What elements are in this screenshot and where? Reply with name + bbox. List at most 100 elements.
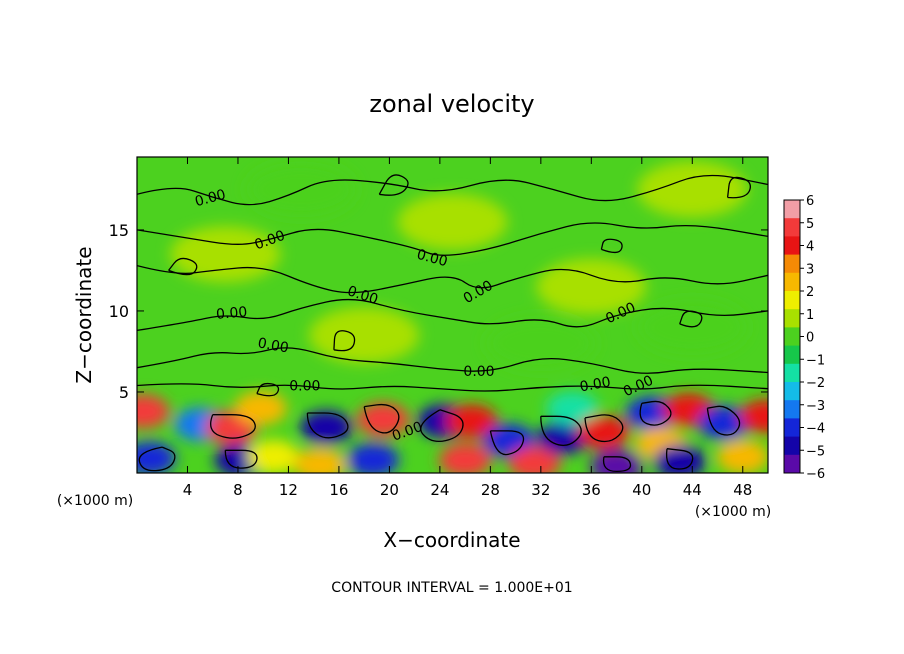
x-tick-label-10: 44 [683, 481, 702, 499]
contour-line-9 [363, 403, 400, 434]
x-tick-label-11: 48 [733, 481, 752, 499]
colorbar-swatch-8 [784, 345, 800, 365]
field-feature-15 [508, 446, 561, 473]
x-tick-label-2: 12 [279, 481, 298, 499]
contour-label-9: 0.00 [463, 364, 494, 380]
colorbar-swatch-6 [784, 309, 800, 328]
contour-line-7 [210, 414, 256, 439]
contour-line-17 [602, 456, 632, 473]
colorbar-swatch-3 [784, 254, 800, 274]
contour-line-8 [306, 412, 349, 439]
field-feature-13 [439, 443, 492, 473]
colorbar: 6 5 4 3 2 1 0 −1 −2 −3 −4 −5 −6 [783, 194, 825, 482]
contour-line-24 [726, 176, 752, 199]
contour-line-3 [137, 264, 768, 294]
contour-line-15 [224, 449, 258, 469]
colorbar-label-11: −5 [806, 444, 825, 459]
x-tick-label-8: 36 [582, 481, 601, 499]
x-unit-right: (×1000 m) [695, 504, 771, 520]
field-feature-33 [485, 315, 596, 372]
x-tick-label-5: 24 [430, 481, 449, 499]
field-feature-0 [137, 394, 170, 429]
field-feature-6 [247, 439, 300, 473]
contour-line-22 [600, 238, 623, 254]
colorbar-label-10: −4 [806, 422, 825, 437]
y-tick-label-0: 5 [119, 383, 129, 402]
colorbar-label-8: −2 [806, 376, 825, 391]
y-tick-label-2: 15 [109, 221, 129, 240]
chart-title: zonal velocity [369, 90, 534, 118]
contour-line-25 [256, 382, 280, 397]
x-tick-label-4: 20 [380, 481, 399, 499]
y-axis-label: Z−coordinate [72, 246, 96, 383]
colorbar-swatch-14 [784, 454, 800, 474]
contour-line-10 [540, 415, 582, 446]
colorbar-swatch-4 [784, 272, 800, 292]
colorbar-swatch-7 [784, 327, 800, 347]
colorbar-label-4: 2 [806, 285, 814, 300]
contour-line-5 [137, 174, 768, 206]
contour-line-11 [584, 414, 624, 443]
contour-line-16 [489, 430, 525, 456]
contour-line-2 [137, 298, 768, 332]
colorbar-swatch-9 [784, 363, 800, 383]
contour-label-7: 0.00 [256, 335, 289, 356]
field-feature-8 [293, 447, 346, 473]
field-feature-29 [536, 258, 647, 315]
y-axis: 5 10 15 [109, 221, 768, 402]
colorbar-swatch-1 [784, 218, 800, 237]
y-tick-label-1: 10 [109, 302, 129, 321]
contour-line-18 [665, 448, 694, 470]
colorbar-label-6: 0 [806, 331, 814, 346]
colorbar-label-1: 5 [806, 217, 814, 232]
colorbar-label-7: −1 [806, 353, 825, 368]
x-tick-label-1: 8 [233, 481, 243, 499]
x-tick-label-7: 32 [531, 481, 550, 499]
colorbar-swatch-5 [784, 291, 800, 310]
field-feature-30 [309, 307, 420, 364]
colorbar-swatch-2 [784, 236, 800, 256]
colorbar-label-5: 1 [806, 308, 814, 323]
plot-frame [136, 156, 769, 474]
field-feature-4 [234, 391, 287, 426]
colorbar-label-2: 4 [806, 240, 814, 255]
colorbar-label-3: 3 [806, 262, 814, 277]
contour-label-2: 0.00 [415, 247, 449, 271]
field-feature-18 [577, 415, 630, 450]
field-feature-28 [397, 193, 508, 250]
field-feature-19 [590, 449, 643, 473]
x-axis-label: X−coordinate [383, 528, 520, 552]
contour-label-0: 0.00 [193, 187, 227, 211]
field-feature-12 [445, 404, 498, 439]
field-feature-31 [637, 161, 748, 218]
colorbar-label-12: −6 [806, 467, 825, 482]
contour-line-0 [137, 383, 768, 392]
contour-label-8: 0.00 [289, 378, 320, 394]
contour-line-23 [679, 310, 703, 328]
x-tick-label-6: 28 [481, 481, 500, 499]
contour-line-4 [137, 222, 768, 256]
plot-field [137, 157, 768, 473]
contour-line-13 [706, 405, 741, 436]
field-feature-26 [739, 399, 768, 434]
colorbar-swatch-13 [784, 436, 800, 456]
colorbar-label-9: −3 [806, 399, 825, 414]
contour-line-14 [138, 446, 176, 472]
contour-label-5: 0.00 [216, 304, 248, 323]
x-unit-left: (×1000 m) [57, 493, 133, 509]
colorbar-swatch-11 [784, 400, 800, 419]
field-feature-25 [716, 439, 768, 473]
field-feature-16 [537, 420, 590, 455]
contour-line-19 [168, 257, 198, 276]
contour-line-6 [420, 409, 464, 443]
contour-line-1 [137, 347, 768, 374]
x-tick-label-9: 40 [632, 481, 651, 499]
contour-label-10: 0.00 [579, 374, 612, 395]
contour-interval-note: CONTOUR INTERVAL = 1.000E+01 [331, 580, 572, 596]
colorbar-swatch-10 [784, 382, 800, 401]
contour-lines [137, 174, 768, 473]
colorbar-swatch-0 [784, 200, 800, 219]
colorbar-label-0: 6 [806, 194, 814, 209]
contour-line-21 [378, 174, 409, 196]
